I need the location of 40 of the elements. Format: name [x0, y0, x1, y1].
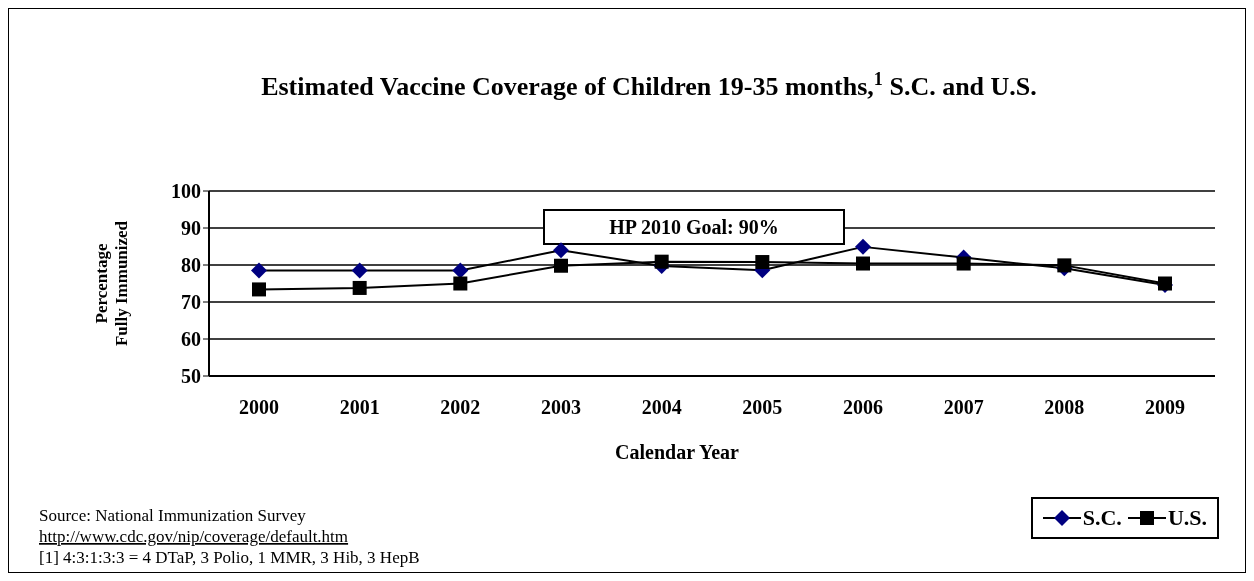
x-tick-label: 2000	[239, 396, 279, 419]
x-tick-label: 2001	[339, 396, 380, 419]
point	[1057, 258, 1072, 273]
x-tick-label: 2006	[843, 396, 883, 419]
point	[956, 256, 971, 271]
source-note: Source: National Immunization Survey	[39, 506, 307, 525]
y-tick-label: 90	[181, 217, 201, 240]
y-tick-label: 80	[181, 254, 201, 277]
annotation: HP 2010 Goal: 90%	[609, 216, 779, 238]
point	[251, 262, 267, 279]
x-axis-title: Calendar Year	[615, 441, 740, 463]
x-tick-label: 2007	[943, 396, 984, 419]
y-tick-label: 50	[181, 365, 201, 388]
point	[855, 238, 871, 255]
text: [1] 4:3:1:3:3 = 4 DTaP, 3 Polio, 1 MMR, 3 Hib, 3 HepB	[39, 548, 420, 567]
point	[553, 242, 569, 259]
point	[352, 280, 367, 295]
y-tick-label: 70	[181, 291, 201, 314]
point	[755, 255, 770, 270]
point	[452, 262, 469, 279]
x-tick-label: 2008	[1044, 396, 1085, 419]
x-tick-label: 2002	[440, 396, 481, 419]
text: http://www.cdc.gov/nip/coverage/default.htm	[39, 527, 349, 546]
point	[856, 256, 870, 271]
point	[351, 262, 368, 279]
legend-label: S.C.	[1082, 505, 1122, 531]
chart-title: Estimated Vaccine Coverage of Children 19-35 months,$^{1}$ S.C. and U.S.	[261, 69, 1037, 101]
point	[654, 254, 669, 269]
x-tick-label: 2005	[742, 396, 783, 419]
point	[554, 258, 568, 273]
legend-label: U.S.	[1167, 505, 1207, 531]
x-tick-label: 2003	[541, 396, 581, 419]
y-tick-label: 100	[171, 180, 201, 203]
point	[252, 282, 266, 297]
y-tick-label: 60	[181, 328, 201, 351]
y-axis-title: Percentage Fully Immunized	[92, 220, 131, 347]
point	[453, 276, 468, 291]
x-tick-label: 2004	[641, 396, 682, 419]
x-tick-label: 2009	[1145, 396, 1185, 419]
text-box: HP 2010 Goal: 90%	[543, 209, 845, 245]
